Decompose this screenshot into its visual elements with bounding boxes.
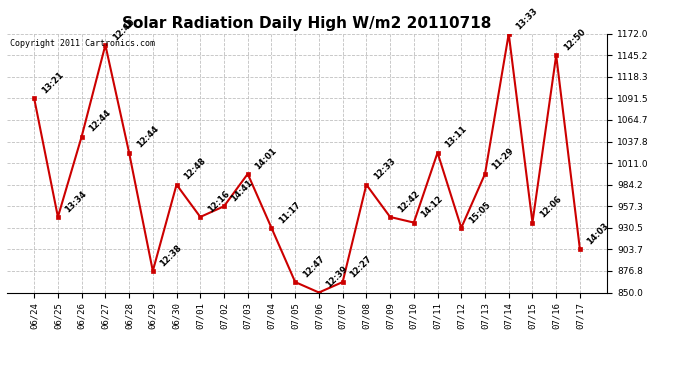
Text: 12:38: 12:38 <box>159 243 184 268</box>
Text: 13:21: 13:21 <box>40 70 65 96</box>
Text: Copyright 2011 Cartronics.com: Copyright 2011 Cartronics.com <box>10 39 155 48</box>
Text: 14:03: 14:03 <box>586 221 611 247</box>
Text: 12:40: 12:40 <box>111 17 136 42</box>
Text: 13:11: 13:11 <box>443 124 469 150</box>
Text: 12:44: 12:44 <box>135 124 160 150</box>
Text: 12:06: 12:06 <box>538 195 563 220</box>
Text: 12:33: 12:33 <box>372 157 397 182</box>
Text: 14:41: 14:41 <box>230 178 255 204</box>
Text: 12:42: 12:42 <box>395 189 421 214</box>
Text: 14:12: 14:12 <box>420 195 445 220</box>
Text: 11:17: 11:17 <box>277 200 302 225</box>
Text: 12:50: 12:50 <box>562 27 587 53</box>
Text: 12:48: 12:48 <box>182 157 208 182</box>
Text: 11:29: 11:29 <box>491 146 516 171</box>
Text: 13:34: 13:34 <box>63 189 88 214</box>
Text: 14:01: 14:01 <box>253 146 279 171</box>
Text: 12:47: 12:47 <box>301 254 326 279</box>
Text: 13:33: 13:33 <box>514 6 540 31</box>
Text: 12:44: 12:44 <box>87 108 112 134</box>
Text: 12:27: 12:27 <box>348 254 373 279</box>
Text: 15:05: 15:05 <box>467 200 492 225</box>
Text: 12:16: 12:16 <box>206 189 231 214</box>
Text: 12:39: 12:39 <box>324 264 350 290</box>
Title: Solar Radiation Daily High W/m2 20110718: Solar Radiation Daily High W/m2 20110718 <box>122 16 492 31</box>
